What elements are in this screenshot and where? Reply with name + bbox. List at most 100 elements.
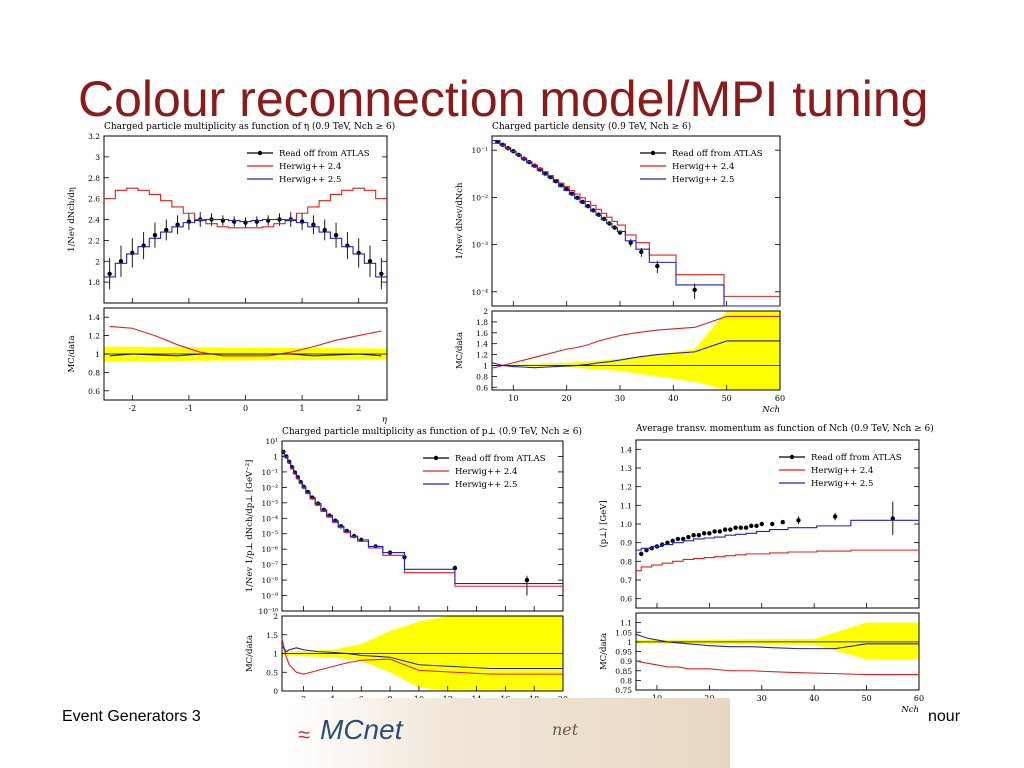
y-tick-label: 1 <box>273 452 278 461</box>
series-line-1 <box>282 450 563 587</box>
data-point <box>780 519 785 525</box>
series-line-2 <box>282 450 563 585</box>
y-axis-label: ⟨p⊥⟩ [GeV] <box>599 500 609 547</box>
data-point <box>665 540 670 545</box>
y-tick-label: 0.6 <box>620 595 632 604</box>
data-point <box>367 259 373 264</box>
legend-label: Herwig++ 2.4 <box>811 466 873 476</box>
x-tick-label: 1 <box>300 404 305 413</box>
ratio-y-tick-label: 1.5 <box>266 631 278 640</box>
x-tick-label: 60 <box>775 394 785 403</box>
data-point <box>601 216 607 222</box>
x-tick-label: 40 <box>809 694 819 703</box>
data-point <box>691 533 696 538</box>
data-point <box>686 534 691 540</box>
y-tick-label: 3.2 <box>88 132 100 141</box>
legend-label: Herwig++ 2.5 <box>455 480 517 490</box>
y-tick-label: 1.8 <box>88 278 100 287</box>
footer-left: Event Generators 3 <box>62 708 201 725</box>
data-point <box>890 516 895 521</box>
y-tick-label: 10⁻² <box>261 483 278 492</box>
y-tick-label: 10⁻¹ <box>471 146 488 155</box>
legend-label: Herwig++ 2.4 <box>455 467 517 477</box>
y-tick-label: 0.7 <box>620 576 632 585</box>
legend-label: Herwig++ 2.5 <box>672 175 734 185</box>
data-point <box>585 204 591 209</box>
chart-pt: Charged particle multiplicity as functio… <box>238 423 582 728</box>
legend-label: Read off from ATLAS <box>279 149 370 159</box>
y-tick-label: 0.8 <box>620 557 632 566</box>
y-tick-label: 2.6 <box>88 195 100 204</box>
ratio-axis-label: MC/data <box>67 335 77 372</box>
ratio-y-tick-label: 0.95 <box>615 648 632 657</box>
data-point <box>644 547 649 553</box>
chart-title: Charged particle multiplicity as functio… <box>104 121 395 132</box>
data-point <box>322 227 327 233</box>
data-point <box>532 163 537 168</box>
y-tick-label: 2.8 <box>88 174 100 183</box>
y-tick-label: 1.4 <box>620 445 632 454</box>
data-point <box>701 531 707 536</box>
data-point <box>754 523 759 529</box>
legend-label: Herwig++ 2.4 <box>672 162 734 172</box>
data-point <box>728 527 733 532</box>
ratio-y-tick-label: 1.4 <box>476 340 488 349</box>
ratio-y-tick-label: 0.85 <box>615 667 632 676</box>
ratio-y-tick-label: 0.8 <box>476 372 488 381</box>
y-tick-label: 10⁻³ <box>261 499 278 508</box>
main-plot-frame <box>635 439 920 609</box>
y-axis-label: 1/Nev dNch/dη <box>67 187 77 252</box>
data-point <box>333 232 339 238</box>
y-tick-label: 10⁻⁹ <box>261 592 278 601</box>
data-point <box>639 249 644 255</box>
y-tick-label: 2.4 <box>88 216 100 225</box>
ratio-y-tick-label: 1.2 <box>88 332 100 341</box>
ratio-y-tick-label: 1 <box>627 638 632 647</box>
ratio-y-tick-label: 2 <box>483 307 488 316</box>
ratio-y-tick-label: 0.75 <box>615 686 632 695</box>
x-tick-label: 20 <box>562 394 572 403</box>
ratio-y-tick-label: 1.6 <box>476 329 488 338</box>
ratio-y-tick-label: 1.4 <box>88 313 100 322</box>
x-tick-label: 50 <box>722 394 732 403</box>
ratio-y-tick-label: 0 <box>273 687 278 696</box>
ratio-axis-label: MC/data <box>455 332 465 369</box>
y-axis-label: 1/Nev 1/p⊥ dNch/dp⊥ [GeV⁻²] <box>245 460 255 593</box>
x-tick-label: 30 <box>615 394 625 403</box>
data-point <box>796 518 801 523</box>
ratio-y-tick-label: 1.2 <box>476 351 488 360</box>
x-tick-label: 30 <box>757 694 767 703</box>
data-point <box>655 263 660 269</box>
legend-label: Read off from ATLAS <box>811 453 902 463</box>
series-line-1 <box>636 549 919 572</box>
data-point <box>118 259 124 264</box>
y-tick-label: 10⁻³ <box>471 241 488 250</box>
y-tick-label: 2.2 <box>88 236 100 245</box>
legend-label: Read off from ATLAS <box>672 149 763 159</box>
data-point <box>712 529 717 534</box>
data-point <box>733 525 738 530</box>
data-point <box>152 232 158 238</box>
ratio-uncertainty-band <box>636 622 919 660</box>
x-axis-label: η <box>382 415 388 425</box>
data-point <box>591 208 596 213</box>
ratio-y-tick-label: 0.8 <box>88 368 100 377</box>
data-point <box>379 271 384 276</box>
data-point <box>175 222 180 227</box>
x-tick-label: 40 <box>668 394 678 403</box>
y-tick-label: 10¹ <box>265 437 278 446</box>
x-tick-label: 60 <box>914 694 924 703</box>
ratio-line-1 <box>281 645 563 670</box>
ratio-y-tick-label: 0.6 <box>88 387 100 396</box>
x-tick-label: 50 <box>861 694 871 703</box>
footer-right: nour <box>928 708 961 725</box>
x-tick-label: -1 <box>185 404 193 413</box>
data-point <box>311 222 316 227</box>
data-point <box>707 531 712 536</box>
y-tick-label: 10⁻⁸ <box>261 576 278 585</box>
ratio-y-tick-label: 1.8 <box>476 318 488 327</box>
y-tick-label: 10⁻¹ <box>261 468 278 477</box>
logo-sub: net <box>552 720 579 739</box>
x-axis-label: Nch <box>761 405 780 415</box>
data-point <box>164 227 169 233</box>
